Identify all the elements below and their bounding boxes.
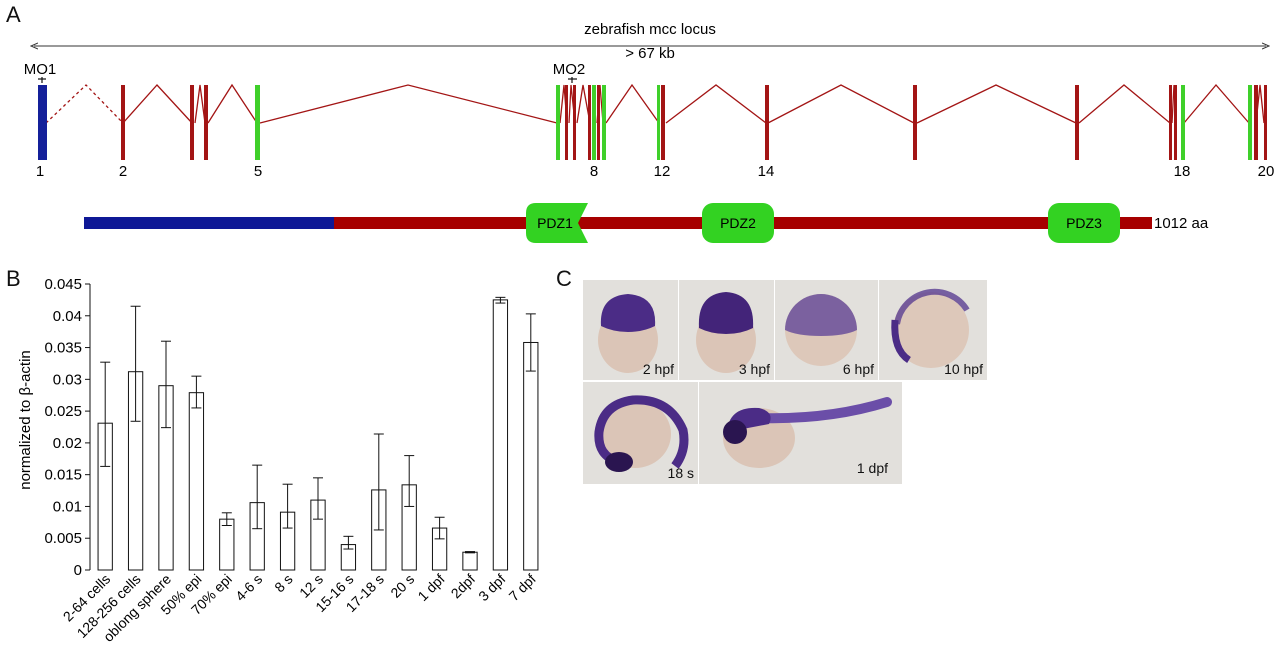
exon-label-2: 2: [119, 163, 127, 180]
panel-label-c: C: [556, 266, 572, 291]
exon-bars: [38, 85, 1267, 160]
exon-label-18: 18: [1174, 163, 1191, 180]
exon-label-1: 1: [36, 163, 44, 180]
y-axis-label: normalized to β-actin: [17, 350, 34, 490]
y-tick-label: 0: [74, 562, 82, 579]
y-tick-label: 0.005: [44, 530, 82, 547]
pdz3-label: PDZ3: [1066, 215, 1102, 231]
x-tick-label: 4-6 s: [232, 571, 265, 604]
embryo-18s: 18 s: [583, 382, 698, 484]
y-tick-label: 0.01: [53, 498, 82, 515]
bar: [492, 299, 509, 571]
protein-nterm-region: [84, 217, 334, 229]
y-axis: 0 0.005 0.01 0.015 0.02 0.025 0.03 0.035 0.04 0.0…: [44, 276, 91, 579]
y-tick-label: 0.015: [44, 467, 82, 484]
embryo-1dpf: 1 dpf: [699, 382, 902, 484]
y-tick-label: 0.04: [53, 308, 82, 325]
pdz2-label: PDZ2: [720, 215, 756, 231]
y-tick-label: 0.03: [53, 371, 82, 388]
bar: [462, 551, 478, 571]
bar: [523, 341, 539, 571]
intron-dotted: [45, 84, 124, 124]
x-tick-label: 1 dpf: [414, 571, 447, 604]
bar: [219, 518, 235, 571]
panel-label-b: B: [6, 266, 21, 291]
x-tick-label: 2dpf: [448, 571, 479, 602]
exon-label-14: 14: [758, 163, 775, 180]
y-tick-label: 0.02: [53, 435, 82, 452]
pdz2-domain: [702, 203, 774, 243]
exon-label-8: 8: [590, 163, 598, 180]
intron-lines: [122, 83, 1265, 124]
x-tick-label: 3 dpf: [475, 571, 508, 604]
exon-label-12: 12: [654, 163, 671, 180]
embryo-6hpf: 6 hpf: [775, 280, 878, 380]
embryo-caption-6hpf: 6 hpf: [842, 361, 874, 377]
embryo-10hpf: 10 hpf: [879, 280, 987, 380]
y-tick-label: 0.025: [44, 403, 82, 420]
exon-label-20: 20: [1258, 163, 1275, 180]
embryo-caption-1dpf: 1 dpf: [856, 460, 888, 476]
locus-title: zebrafish mcc locus: [584, 21, 716, 38]
embryo-caption-3hpf: 3 hpf: [738, 361, 770, 377]
embryo-caption-10hpf: 10 hpf: [944, 361, 983, 377]
exon-1: [38, 85, 47, 160]
x-tick-label: 8 s: [271, 571, 296, 596]
embryo-3hpf: 3 hpf: [679, 280, 774, 380]
bar: [188, 392, 205, 571]
embryo-images: 2 hpf 3 hpf 6 hpf 10 hpf 18 s: [583, 280, 987, 484]
embryo-caption-18s: 18 s: [667, 465, 694, 481]
locus-length: > 67 kb: [625, 45, 675, 62]
mo2-label: MO2: [553, 61, 586, 78]
expression-bar-chart: normalized to β-actin 0 0.005 0.01 0.015 0.0…: [17, 276, 539, 645]
panel-label-a: A: [6, 2, 21, 27]
gene-locus-diagram: zebrafish mcc locus > 67 kb MO1 MO2: [24, 21, 1275, 243]
bars: [97, 296, 539, 571]
embryo-2hpf: 2 hpf: [583, 280, 678, 380]
mo1-label: MO1: [24, 61, 57, 78]
embryo-caption-2hpf: 2 hpf: [642, 361, 674, 377]
pdz3-domain: [1048, 203, 1120, 243]
x-tick-label: 20 s: [387, 571, 417, 601]
exon-label-5: 5: [254, 163, 262, 180]
pdz1-label: PDZ1: [537, 215, 573, 231]
pdz1-domain: [526, 203, 588, 243]
protein-length: 1012 aa: [1154, 215, 1209, 232]
y-tick-label: 0.045: [44, 276, 82, 293]
x-tick-label: 7 dpf: [506, 571, 539, 604]
y-tick-label: 0.035: [44, 340, 82, 357]
